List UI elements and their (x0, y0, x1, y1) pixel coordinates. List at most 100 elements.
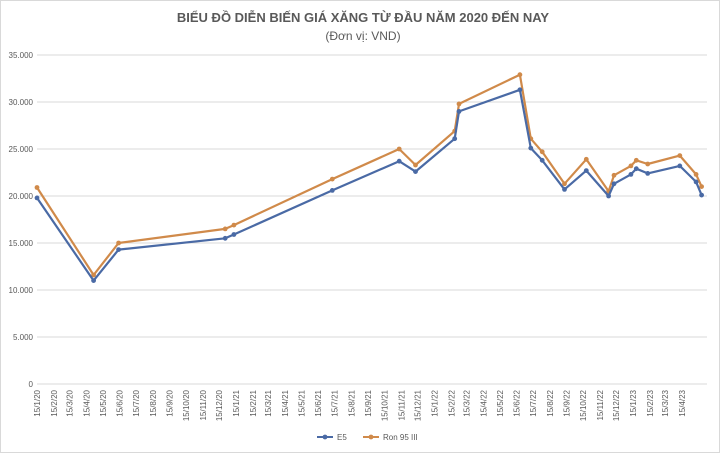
x-tick-label: 15/1/20 (33, 389, 42, 416)
x-tick-label: 15/11/21 (397, 389, 406, 420)
data-point (456, 109, 462, 114)
data-point (231, 232, 237, 237)
data-point (611, 172, 617, 178)
x-tick-label: 15/1/23 (629, 389, 638, 416)
data-point (396, 158, 402, 164)
x-tick-label: 15/2/22 (447, 389, 456, 416)
y-tick-label: 35.000 (9, 51, 34, 60)
data-point (34, 185, 40, 190)
series-ron95 (34, 72, 704, 278)
x-tick-label: 15/11/22 (596, 389, 605, 420)
legend-marker (368, 434, 374, 440)
x-tick-label: 15/5/21 (297, 389, 306, 416)
x-tick-label: 15/11/20 (199, 389, 208, 420)
y-tick-label: 25.000 (9, 145, 34, 154)
data-point (329, 188, 335, 193)
data-point (528, 145, 534, 151)
x-tick-label: 15/6/20 (116, 389, 125, 416)
data-point (539, 149, 545, 155)
gridlines (37, 54, 707, 385)
x-tick-label: 15/4/22 (479, 389, 488, 416)
data-point (583, 156, 589, 162)
data-point (606, 193, 611, 199)
data-point (645, 161, 651, 167)
data-point (611, 181, 617, 187)
data-point (517, 72, 523, 78)
x-tick-label: 15/9/21 (364, 389, 373, 416)
data-point (413, 169, 418, 175)
data-point (329, 176, 335, 182)
x-axis-ticks: 15/1/20 15/2/20 15/3/20 15/4/20 15/5/20 15/6/… (33, 389, 687, 421)
data-point (116, 240, 121, 246)
y-tick-label: 10.000 (9, 286, 34, 295)
data-point (693, 172, 699, 177)
series-e5 (34, 87, 704, 283)
x-tick-label: 15/4/23 (678, 389, 687, 416)
data-point (693, 179, 699, 185)
x-tick-label: 15/1/22 (431, 389, 440, 416)
x-tick-label: 15/10/21 (381, 389, 390, 421)
x-tick-label: 15/8/21 (347, 389, 356, 416)
data-point (633, 157, 639, 163)
data-point (677, 163, 683, 169)
data-point (699, 184, 704, 190)
data-point (452, 136, 458, 142)
data-point (517, 87, 523, 93)
x-tick-label: 15/9/20 (166, 389, 175, 416)
legend-marker (322, 434, 328, 440)
data-point (633, 166, 639, 172)
x-tick-label: 15/3/21 (264, 389, 273, 416)
x-tick-label: 15/4/20 (82, 389, 91, 416)
data-point (116, 247, 121, 253)
legend-label: Ron 95 III (383, 433, 418, 442)
data-point (628, 172, 634, 177)
data-point (222, 226, 228, 232)
x-tick-label: 15/7/20 (132, 389, 141, 416)
x-tick-label: 15/2/23 (646, 389, 655, 416)
x-tick-label: 15/8/20 (149, 389, 158, 416)
y-tick-label: 5.000 (13, 333, 34, 342)
series-line (36, 88, 703, 282)
x-tick-label: 15/5/20 (99, 389, 108, 416)
x-tick-label: 15/3/23 (661, 389, 670, 416)
y-tick-label: 30.000 (9, 98, 34, 107)
x-tick-label: 15/7/22 (529, 389, 538, 416)
data-point (699, 192, 704, 198)
x-tick-label: 15/6/21 (314, 389, 323, 416)
data-point (91, 278, 96, 283)
x-tick-label: 15/12/21 (414, 389, 423, 421)
data-point (396, 146, 402, 152)
data-point (645, 171, 651, 176)
legend-label: E5 (337, 433, 347, 442)
x-tick-label: 15/10/22 (579, 389, 588, 421)
data-point (628, 163, 634, 169)
data-point (34, 195, 40, 201)
y-tick-label: 0 (29, 380, 34, 389)
x-tick-label: 15/2/21 (249, 389, 258, 416)
x-tick-label: 15/2/20 (50, 389, 59, 416)
x-tick-label: 15/5/22 (496, 389, 505, 416)
data-point (539, 157, 545, 163)
data-point (222, 235, 228, 241)
data-point (413, 162, 418, 168)
data-point (562, 181, 567, 187)
data-point (583, 168, 589, 174)
x-tick-label: 15/9/22 (563, 389, 572, 416)
data-point (562, 187, 567, 192)
x-tick-label: 15/3/22 (463, 389, 472, 416)
x-tick-label: 15/7/21 (330, 389, 339, 416)
x-tick-label: 15/10/20 (182, 389, 191, 421)
x-tick-label: 15/1/21 (232, 389, 241, 416)
data-point (677, 153, 683, 159)
x-tick-label: 15/12/20 (215, 389, 224, 421)
y-tick-label: 15.000 (9, 239, 34, 248)
x-tick-label: 15/3/20 (66, 389, 75, 416)
chart-subtitle: (Đơn vị: VND) (325, 29, 400, 43)
legend: E5 Ron 95 III (317, 433, 418, 442)
y-axis-ticks: 0 5.000 10.000 15.000 20.000 25.000 30.000 35.0… (9, 51, 34, 389)
data-point (231, 222, 237, 228)
x-tick-label: 15/6/22 (513, 389, 522, 416)
x-tick-label: 15/8/22 (546, 389, 555, 416)
